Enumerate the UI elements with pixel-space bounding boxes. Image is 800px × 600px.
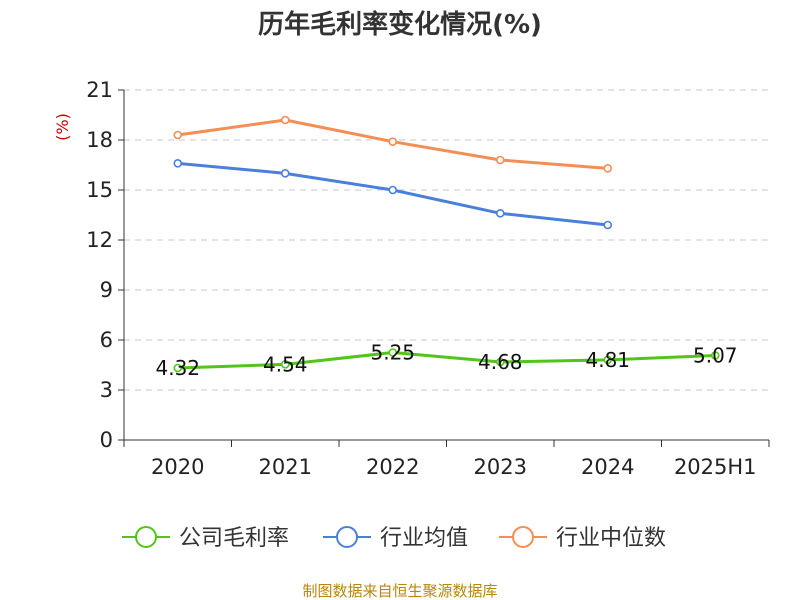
data-point-marker[interactable]: [388, 185, 398, 195]
y-tick-label: 21: [86, 78, 113, 102]
x-tick-label: 2023: [474, 455, 527, 479]
data-point-marker[interactable]: [495, 209, 505, 218]
data-point-marker[interactable]: [603, 164, 613, 173]
data-label: 4.32: [155, 356, 200, 380]
data-point-marker[interactable]: [280, 115, 290, 125]
y-tick-label: 0: [100, 428, 113, 452]
data-point-marker[interactable]: [388, 137, 398, 146]
data-point-marker[interactable]: [280, 360, 290, 369]
data-labels: 4.32 4.54 5.25 4.68 4.81 5.07: [155, 341, 737, 381]
axes: 0 3 6 9 12 15 18 21 2020 2021 2022 2023 2024 2025H1: [86, 78, 770, 479]
legend-item-2[interactable]: 行业均值: [323, 526, 468, 551]
series-lines: [173, 115, 720, 373]
data-point-marker[interactable]: [603, 355, 613, 365]
x-tick-label: 2021: [259, 455, 312, 479]
y-tick-label: 15: [86, 178, 113, 202]
data-point-marker[interactable]: [173, 159, 183, 168]
data-point-marker[interactable]: [710, 351, 720, 360]
data-source-note: 制图数据来自恒生聚源数据库: [302, 582, 497, 600]
legend-item-1[interactable]: 公司毛利率: [122, 526, 289, 551]
legend-marker-icon: [336, 526, 358, 548]
data-point-marker[interactable]: [495, 357, 505, 367]
x-tick-label: 2025H1: [674, 455, 757, 479]
x-tick-label: 2024: [581, 455, 634, 479]
x-tick-label: 2022: [366, 455, 419, 479]
legend[interactable]: 公司毛利率 行业均值 行业中位数: [122, 526, 666, 551]
y-tick-label: 6: [100, 328, 113, 352]
data-label: 4.68: [478, 350, 523, 374]
legend-marker-icon: [135, 526, 157, 548]
legend-marker-icon: [512, 526, 534, 548]
data-point-marker[interactable]: [388, 348, 398, 357]
data-point-marker[interactable]: [173, 363, 183, 373]
y-tick-label: 12: [86, 228, 113, 252]
legend-label: 行业中位数: [556, 526, 666, 551]
data-label: 4.54: [263, 352, 308, 376]
legend-item-3[interactable]: 行业中位数: [499, 526, 666, 551]
data-point-marker[interactable]: [603, 220, 613, 230]
data-label: 5.07: [693, 344, 738, 368]
data-point-marker[interactable]: [173, 130, 183, 140]
data-label: 4.81: [585, 348, 630, 372]
y-tick-label: 3: [100, 378, 113, 402]
data-point-marker[interactable]: [280, 169, 290, 178]
chart-title: 历年毛利率变化情况(%): [258, 9, 542, 40]
legend-label: 行业均值: [380, 526, 468, 551]
y-tick-label: 18: [86, 128, 113, 152]
y-tick-label: 9: [100, 278, 113, 302]
legend-label: 公司毛利率: [179, 526, 289, 551]
grid-lines: [124, 89, 769, 391]
y-axis-unit: (%): [53, 113, 72, 141]
data-label: 5.25: [370, 341, 415, 365]
series-line-1: [177, 351, 716, 370]
data-point-marker[interactable]: [495, 155, 505, 165]
x-tick-label: 2020: [151, 455, 204, 479]
